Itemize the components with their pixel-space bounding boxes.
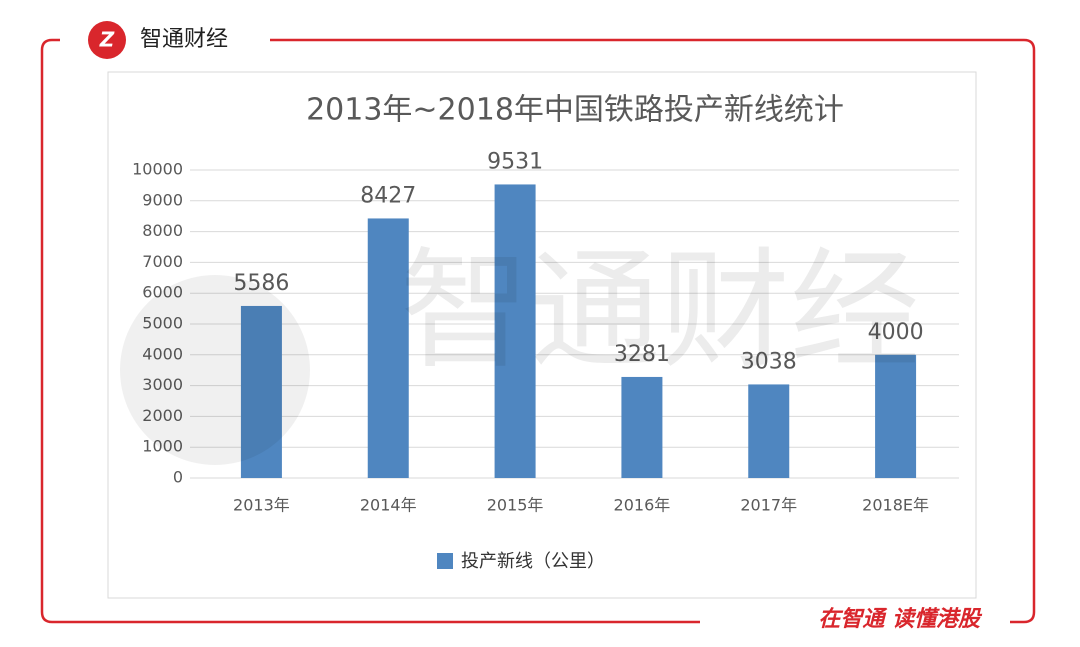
bar [875, 354, 917, 478]
value-label: 9531 [487, 149, 543, 174]
y-tick-label: 5000 [142, 314, 183, 333]
value-label: 8427 [360, 183, 416, 208]
y-tick-label: 6000 [142, 283, 183, 302]
value-label: 4000 [868, 320, 924, 345]
y-tick-label: 7000 [142, 252, 183, 271]
bar [240, 305, 282, 478]
x-tick-label: 2016年 [614, 496, 671, 515]
x-tick-label: 2017年 [740, 496, 797, 515]
slogan: 在智通 读懂港股 [818, 606, 983, 632]
y-tick-label: 0 [173, 468, 183, 487]
value-label: 5586 [233, 271, 289, 296]
y-tick-label: 2000 [142, 406, 183, 425]
legend-swatch [437, 553, 453, 569]
chart-title: 2013年~2018年中国铁路投产新线统计 [306, 93, 844, 128]
x-tick-label: 2018E年 [862, 496, 929, 515]
y-tick-label: 10000 [132, 160, 183, 179]
logo [88, 21, 126, 59]
x-tick-label: 2015年 [487, 496, 544, 515]
y-tick-label: 1000 [142, 437, 183, 456]
watermark-logo [120, 275, 310, 465]
legend-label: 投产新线（公里） [461, 551, 605, 572]
y-tick-label: 9000 [142, 190, 183, 209]
bar [621, 376, 663, 478]
logo-mark: Z [99, 28, 115, 52]
brand-name: 智通财经 [140, 27, 228, 52]
y-tick-label: 3000 [142, 375, 183, 394]
x-tick-label: 2013年 [233, 496, 290, 515]
x-tick-label: 2014年 [360, 496, 417, 515]
y-tick-label: 4000 [142, 344, 183, 363]
value-label: 3281 [614, 342, 670, 367]
frame [40, 38, 1036, 624]
watermark: 智通财经 [400, 235, 920, 387]
bar [367, 218, 409, 478]
y-tick-label: 8000 [142, 221, 183, 240]
bar [748, 384, 790, 478]
bar [494, 184, 536, 479]
value-label: 3038 [741, 349, 797, 374]
